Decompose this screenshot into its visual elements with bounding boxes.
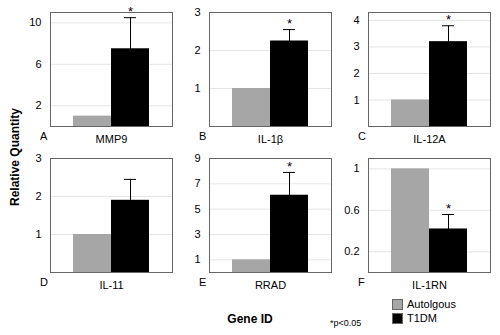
svg-text:*: * [446, 12, 451, 27]
html-text:F: F [358, 276, 365, 288]
svg-text:IL-12A: IL-12A [413, 133, 446, 145]
html-text:E: E [199, 276, 207, 288]
svg-text:1: 1 [353, 162, 359, 174]
html-text:Relative Quantity: Relative Quantity [8, 108, 22, 206]
svg-text:1: 1 [194, 253, 200, 265]
html-text:C: C [358, 130, 366, 142]
svg-text:IL-11: IL-11 [99, 279, 123, 291]
svg-text:2: 2 [194, 44, 200, 56]
svg-text:0.6: 0.6 [344, 204, 359, 216]
svg-text:3: 3 [353, 40, 359, 52]
html-text:*p<0.05: *p<0.05 [330, 318, 362, 328]
html-text:Autolgous: Autolgous [407, 298, 456, 310]
svg-text:*: * [287, 16, 292, 31]
svg-text:2: 2 [353, 67, 359, 79]
svg-text:*: * [128, 4, 133, 19]
svg-text:7: 7 [194, 177, 200, 189]
svg-text:2: 2 [35, 190, 41, 202]
svg-text:MMP9: MMP9 [96, 133, 128, 145]
html-text:T1DM: T1DM [407, 312, 437, 324]
svg-text:*: * [287, 159, 292, 174]
svg-text:3: 3 [194, 228, 200, 240]
html-text:A: A [40, 130, 48, 142]
svg-text:RRAD: RRAD [255, 279, 286, 291]
svg-text:6: 6 [35, 58, 41, 70]
svg-text:1: 1 [194, 82, 200, 94]
svg-text:3: 3 [35, 152, 41, 164]
svg-text:10: 10 [29, 16, 41, 28]
html-text:B: B [199, 130, 207, 142]
svg-text:IL-1β: IL-1β [258, 133, 283, 145]
svg-text:4: 4 [353, 14, 359, 26]
svg-text:IL-1RN: IL-1RN [412, 279, 447, 291]
html-text:Gene ID: Gene ID [227, 312, 273, 326]
svg-text:9: 9 [194, 152, 200, 164]
svg-text:5: 5 [194, 203, 200, 215]
html-text:D: D [40, 276, 48, 288]
svg-text:*: * [446, 201, 451, 216]
svg-text:3: 3 [194, 6, 200, 18]
svg-text:1: 1 [35, 228, 41, 240]
svg-text:2: 2 [35, 99, 41, 111]
svg-text:0.2: 0.2 [344, 245, 359, 257]
svg-text:1: 1 [353, 94, 359, 106]
